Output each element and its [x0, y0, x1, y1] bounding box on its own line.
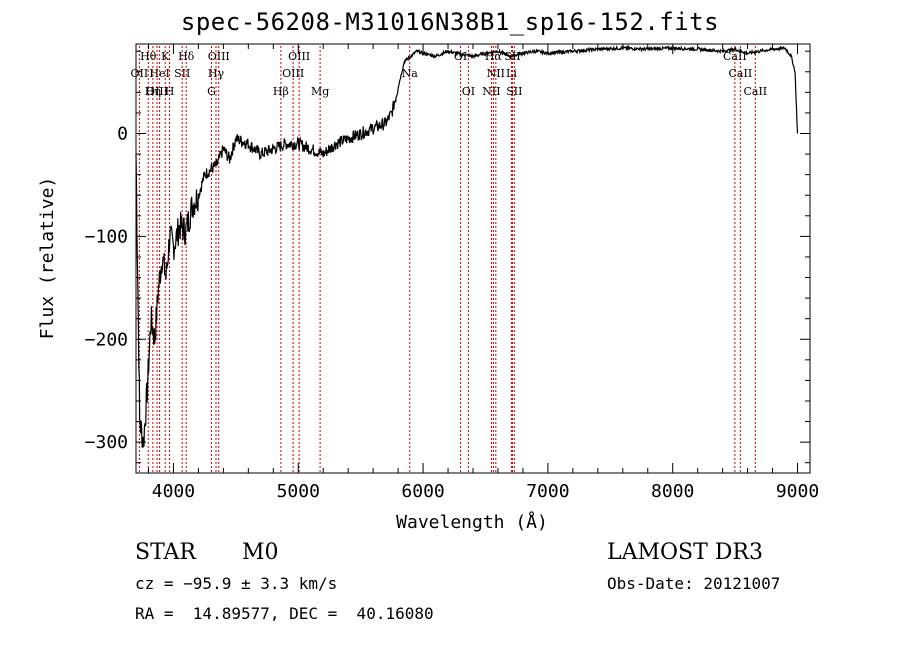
line-label-22: SII [504, 50, 520, 63]
chart-title: spec-56208-M31016N38B1_sp16-152.fits [180, 8, 720, 36]
line-label-1: OII [131, 67, 149, 80]
x-axis-label: Wavelength (Å) [396, 511, 548, 533]
line-label-25: CaII [723, 50, 747, 63]
line-label-26: CaII [729, 67, 753, 80]
line-label-21: NII [482, 85, 500, 98]
flux-series-line [135, 44, 799, 448]
line-label-5: Hη [145, 85, 161, 98]
survey-name: LAMOST DR3 [607, 540, 763, 565]
line-label-27: CaII [743, 85, 767, 98]
object-subclass: M0 [242, 540, 279, 565]
line-label-24: SII [506, 85, 522, 98]
line-label-8: Hδ [178, 50, 195, 63]
line-label-4: K [161, 50, 170, 63]
line-label-23: Li [506, 67, 517, 80]
line-label-20: NII [487, 67, 505, 80]
line-label-2: OIII [146, 85, 168, 98]
line-label-12: Hβ [273, 85, 289, 98]
line-label-11: G [207, 85, 216, 98]
line-label-10: Hγ [208, 67, 225, 80]
line-label-15: Mg [311, 85, 329, 98]
line-label-3: HeI [149, 67, 169, 80]
plot-frame [135, 43, 811, 474]
object-class: STAR [135, 540, 196, 565]
redshift-text: cz = −95.9 ± 3.3 km/s [135, 574, 338, 593]
line-label-6: SII [174, 67, 190, 80]
x-tick-label-1: 5000 [277, 481, 320, 502]
line-label-0: Hθ [140, 50, 157, 63]
line-label-13: OIII [288, 50, 310, 63]
line-label-17: OI [454, 50, 467, 63]
obs-date-text: Obs-Date: 20121007 [607, 574, 781, 593]
x-tick-label-0: 4000 [152, 481, 195, 502]
x-tick-label-3: 7000 [526, 481, 569, 502]
line-label-9: OIII [208, 50, 230, 63]
line-label-16: Na [402, 67, 419, 80]
y-axis-label: Flux (relative) [37, 177, 58, 340]
coordinates-text: RA = 14.89577, DEC = 40.16080 [135, 604, 434, 623]
line-label-18: OI [462, 85, 475, 98]
y-tick-label-2: −100 [85, 226, 128, 247]
line-label-7: H [165, 85, 175, 98]
line-label-19: Hα [485, 50, 503, 63]
y-tick-label-0: −300 [85, 432, 128, 453]
y-tick-label-3: 0 [117, 124, 128, 145]
x-tick-label-4: 8000 [651, 481, 694, 502]
x-tick-label-2: 6000 [401, 481, 444, 502]
line-label-14: OIII [282, 67, 304, 80]
y-tick-label-1: −200 [85, 329, 128, 350]
x-tick-label-5: 9000 [776, 481, 819, 502]
